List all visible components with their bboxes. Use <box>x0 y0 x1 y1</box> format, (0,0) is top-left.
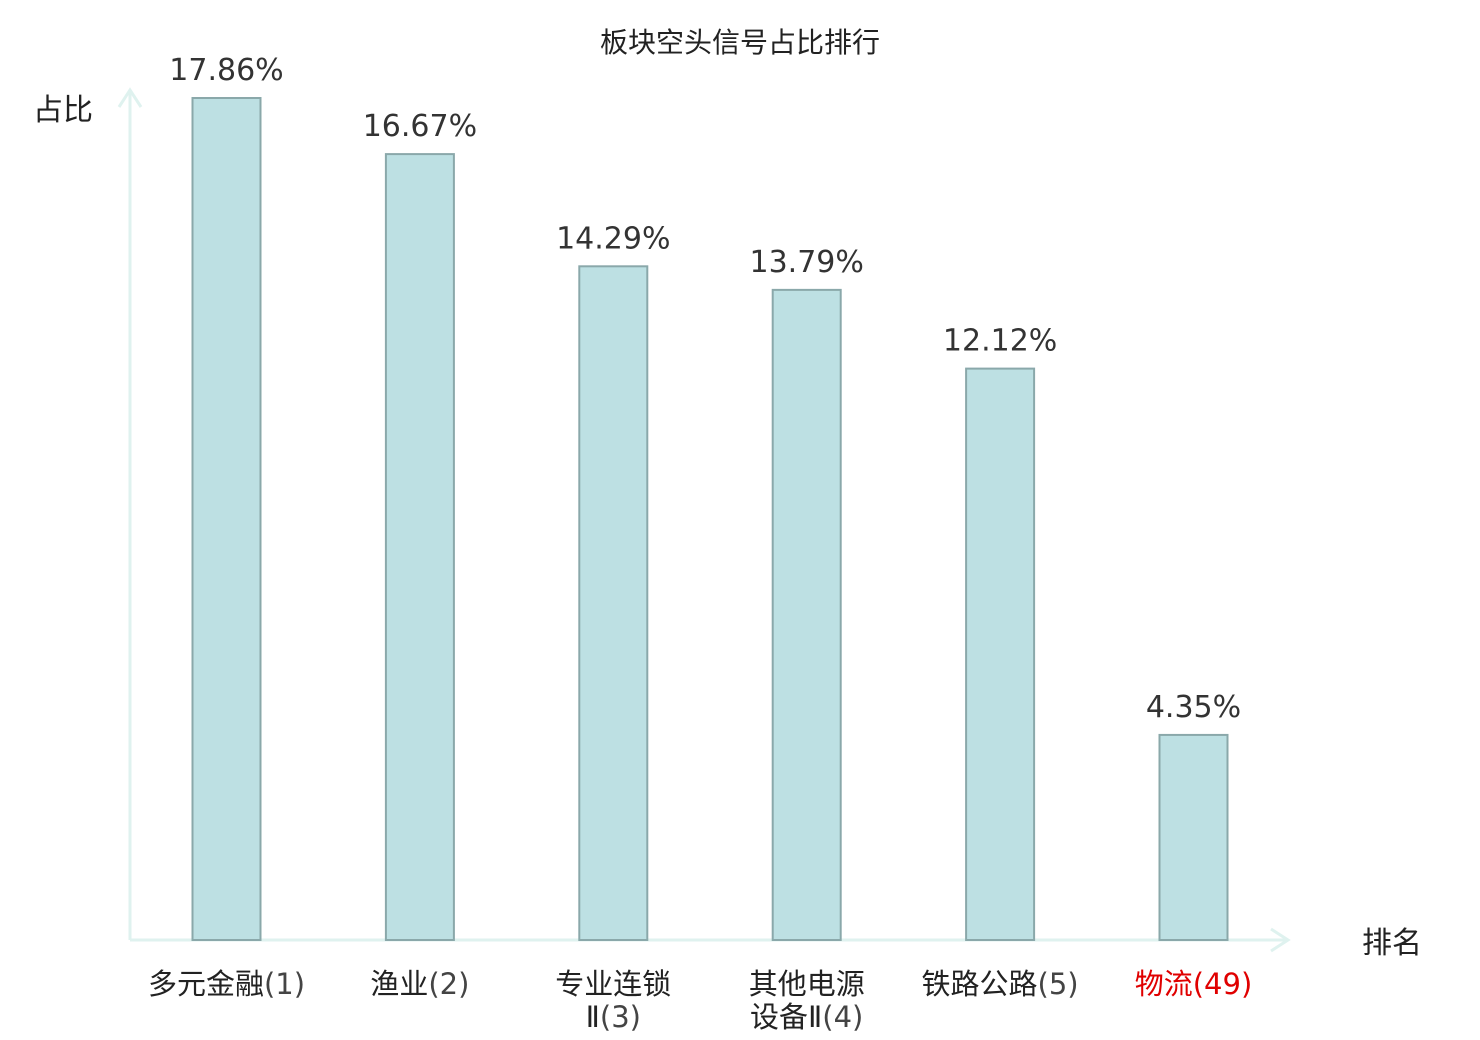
category-label-line: 专业连锁 <box>555 967 671 1001</box>
category-label-3: 专业连锁 Ⅱ(3) <box>555 967 671 1034</box>
bar-4 <box>771 288 842 941</box>
y-axis-label: 占比 <box>33 93 93 128</box>
bar-3 <box>578 265 649 941</box>
category-label-line: 物流 <box>1135 967 1193 1001</box>
category-rank: (3) <box>600 1000 641 1034</box>
bar-5 <box>965 367 1036 941</box>
category-label-2: 渔业(2) <box>370 967 469 1001</box>
value-label-1: 17.86% <box>169 53 283 88</box>
category-label-line: 设备Ⅱ <box>750 1000 822 1034</box>
category-label-5: 铁路公路(5) <box>922 967 1079 1001</box>
bar-2 <box>384 153 455 941</box>
category-rank: (5) <box>1038 967 1079 1001</box>
category-label-1: 多元金融(1) <box>148 967 305 1001</box>
category-label-line: 其他电源 <box>749 967 865 1001</box>
value-labels: 17.86% 16.67% 14.29% 13.79% 12.12% 4.35% <box>169 53 1241 725</box>
category-rank: (4) <box>822 1000 863 1034</box>
bar-1 <box>191 97 262 941</box>
value-label-3: 14.29% <box>556 221 670 256</box>
y-axis-arrow <box>117 87 143 108</box>
value-label-2: 16.67% <box>363 109 477 144</box>
x-axis-arrow <box>1270 927 1291 953</box>
category-rank: (2) <box>428 967 469 1001</box>
category-rank: (1) <box>264 967 305 1001</box>
bar-series <box>191 97 1229 942</box>
category-rank: (49) <box>1193 967 1253 1001</box>
category-label-line: 多元金融 <box>148 967 264 1001</box>
category-label-line: Ⅱ <box>586 1000 600 1034</box>
category-label-4: 其他电源设备Ⅱ(4) <box>749 967 865 1034</box>
category-label-6: 物流(49) <box>1135 967 1253 1001</box>
category-label-line: 渔业 <box>370 967 428 1001</box>
x-axis-label: 排名 <box>1362 926 1422 961</box>
category-label-line: 铁路公路 <box>922 967 1038 1001</box>
bar-6 <box>1158 733 1229 942</box>
value-label-6: 4.35% <box>1146 690 1241 725</box>
value-label-5: 12.12% <box>943 324 1057 359</box>
chart-title: 板块空头信号占比排行 <box>600 26 880 59</box>
category-labels: 多元金融(1) 渔业(2) 专业连锁 Ⅱ(3)其他电源设备Ⅱ(4)铁路公路(5) 物流(… <box>148 967 1252 1034</box>
value-label-4: 13.79% <box>750 245 864 280</box>
